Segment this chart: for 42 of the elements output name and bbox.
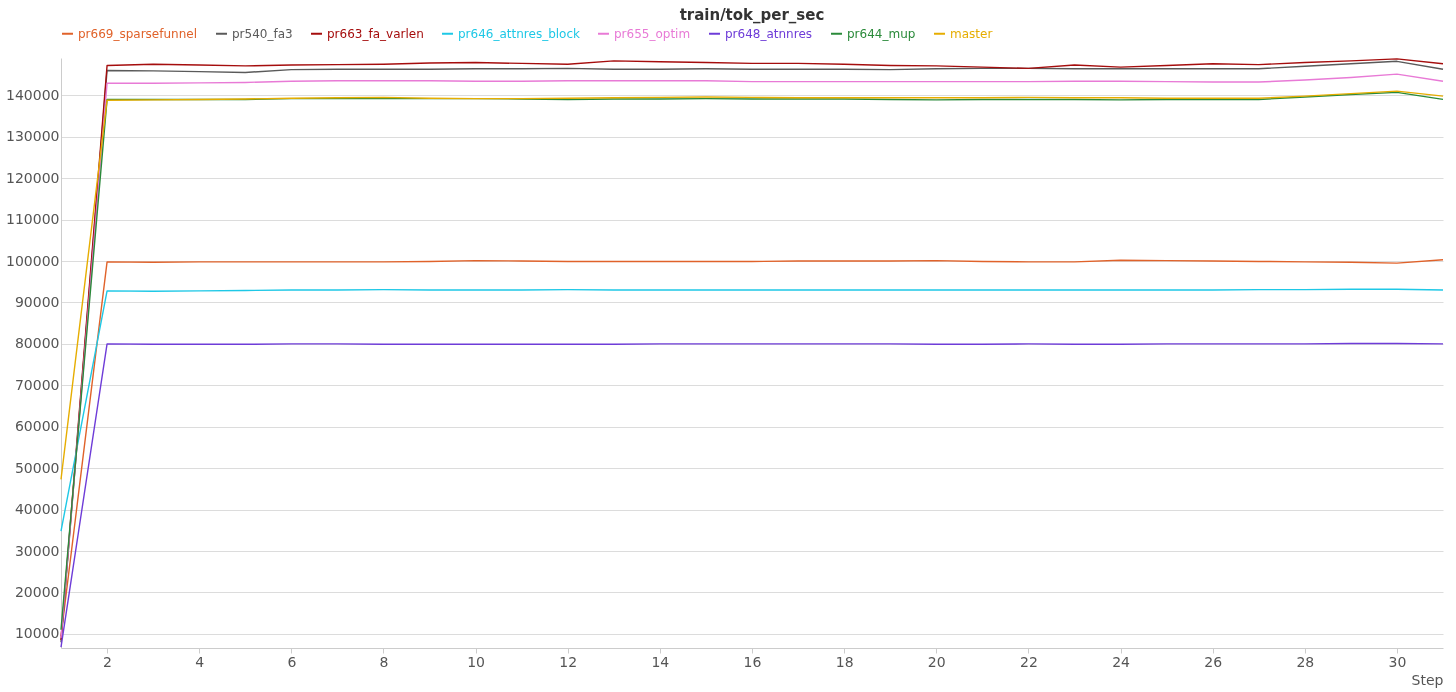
legend-label: master [950,26,993,41]
y-tick-label: 10000 [14,625,60,642]
x-tick-label: 18 [835,653,854,670]
x-tick-label: 28 [1296,653,1315,670]
x-tick-label: 6 [287,653,297,670]
x-axis-title: Step [1411,671,1444,688]
x-tick-label: 4 [195,653,205,670]
x-tick-label: 22 [1019,653,1038,670]
legend-label: pr669_sparsefunnel [78,26,198,41]
x-tick-label: 16 [743,653,762,670]
y-tick-label: 120000 [6,169,60,186]
y-tick-label: 80000 [14,335,60,352]
x-tick-label: 12 [559,653,578,670]
y-tick-label: 30000 [14,542,60,559]
line-series [60,90,1444,481]
legend-label: pr663_fa_varlen [327,26,424,41]
x-tick-label: 24 [1112,653,1131,670]
y-tick-label: 90000 [14,293,60,310]
x-tick-label: 10 [467,653,486,670]
y-tick-label: 60000 [14,418,60,435]
legend-label: pr540_fa3 [232,26,293,41]
x-tick-label: 26 [1204,653,1223,670]
y-tick-label: 50000 [14,459,60,476]
x-tick-label: 14 [651,653,670,670]
y-tick-label: 40000 [14,501,60,518]
x-tick-label: 20 [927,653,946,670]
legend-label: pr644_mup [847,26,916,41]
x-tick-label: 30 [1388,653,1407,670]
y-tick-label: 130000 [6,128,60,145]
legend-label: pr646_attnres_block [458,26,581,41]
y-tick-label: 20000 [14,583,60,600]
y-tick-label: 110000 [6,211,60,228]
y-tick-label: 140000 [6,86,60,103]
x-tick-label: 2 [103,653,113,670]
chart-title: train/tok_per_sec [679,6,825,24]
y-tick-label: 100000 [6,252,60,269]
legend-label: pr655_optim [614,26,691,41]
legend-label: pr648_atnnres [725,26,813,41]
line-series [60,288,1444,532]
line-series [60,259,1444,637]
x-tick-label: 8 [379,653,389,670]
y-tick-label: 70000 [14,376,60,393]
